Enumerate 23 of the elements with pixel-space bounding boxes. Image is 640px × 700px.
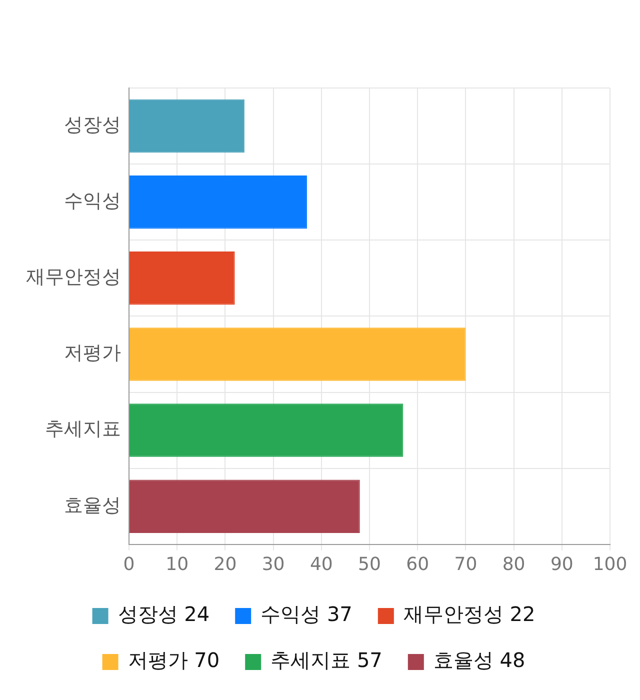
x-tick-label: 70 <box>454 554 478 575</box>
legend-label: 수익성 37 <box>260 602 352 626</box>
y-tick-label: 수익성 <box>64 190 121 212</box>
legend-label: 효율성 48 <box>433 648 526 672</box>
y-tick-label: 성장성 <box>64 114 121 136</box>
x-tick-label: 60 <box>406 554 430 575</box>
legend-label: 저평가 70 <box>128 648 220 672</box>
y-tick-label: 추세지표 <box>45 418 121 440</box>
x-tick-label: 40 <box>310 554 333 575</box>
x-tick-label: 80 <box>502 554 526 575</box>
legend-label: 재무안정성 22 <box>403 602 536 626</box>
x-tick-label: 30 <box>262 554 285 575</box>
x-tick-label: 20 <box>214 554 237 575</box>
legend-label: 추세지표 57 <box>270 648 382 672</box>
y-tick-label: 저평가 <box>64 342 121 364</box>
x-tick-label: 100 <box>592 554 628 575</box>
legend-label: 성장성 24 <box>118 602 210 626</box>
x-tick-label: 50 <box>358 554 381 575</box>
x-tick-label: 90 <box>550 554 574 575</box>
x-tick-label: 10 <box>166 554 189 575</box>
y-tick-label: 재무안정성 <box>26 266 121 288</box>
x-tick-label: 0 <box>123 554 135 575</box>
y-tick-label: 효율성 <box>64 494 121 516</box>
